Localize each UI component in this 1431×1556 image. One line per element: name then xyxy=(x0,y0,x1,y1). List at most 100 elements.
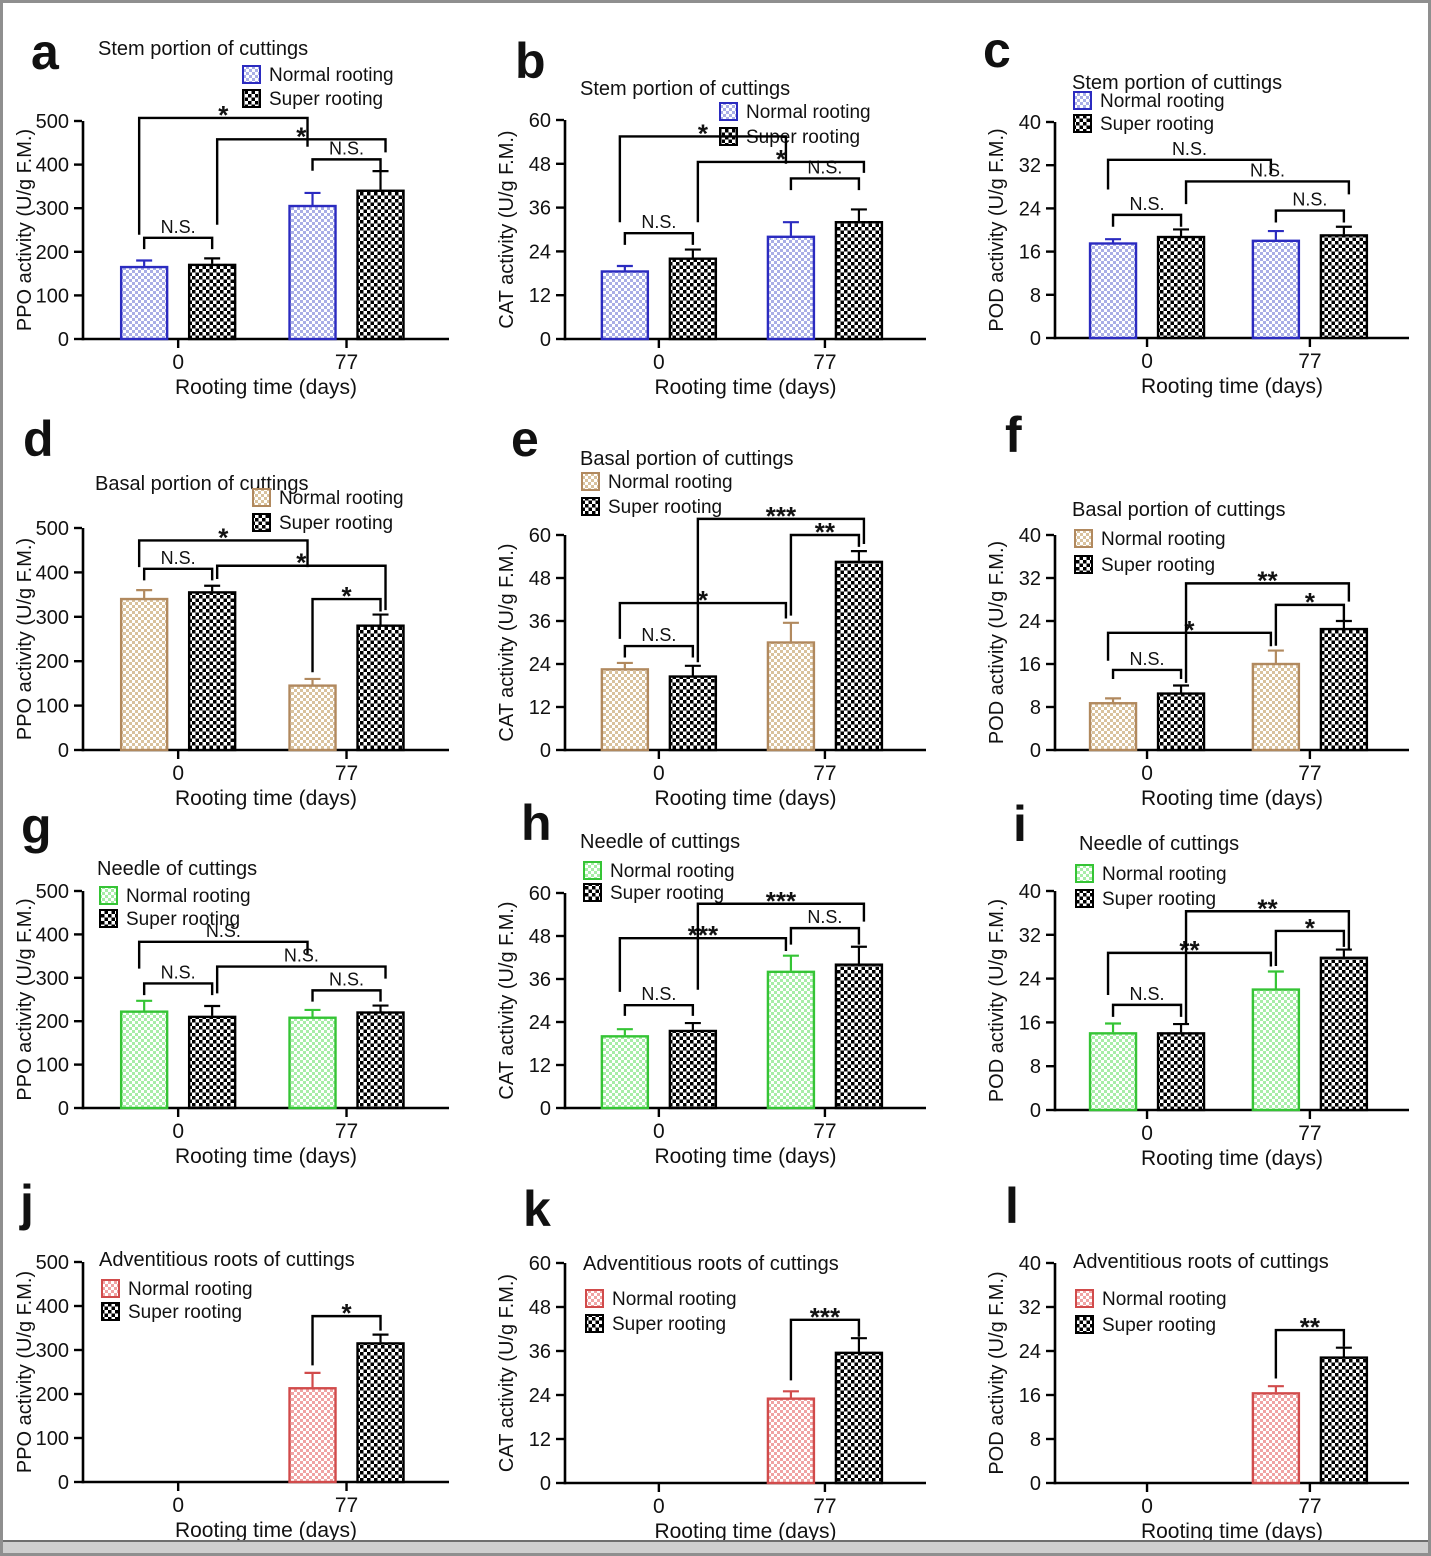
sig-label: ** xyxy=(1257,893,1278,923)
x-category-label: 77 xyxy=(813,351,836,374)
legend-swatch-super xyxy=(1073,114,1092,133)
panel-title: Stem portion of cuttings xyxy=(1072,72,1282,94)
panel-h: h Needle of cuttings Normal rooting Super r… xyxy=(480,781,957,1170)
panel-k: k Adventitious roots of cuttings Normal ro… xyxy=(480,1170,957,1553)
y-tick-label: 24 xyxy=(529,1385,551,1407)
sig-label: * xyxy=(1184,615,1195,645)
y-axis-title: PPO activity (U/g F.M.) xyxy=(14,1271,36,1473)
sig-label: N.S. xyxy=(284,946,319,966)
panel-a: a Stem portion of cuttings Normal rooting S… xyxy=(3,3,480,399)
sig-bracket xyxy=(1111,213,1183,227)
y-tick-label: 300 xyxy=(36,198,69,220)
y-tick-label: 8 xyxy=(1030,1429,1041,1451)
y-tick-label: 40 xyxy=(1019,1253,1041,1275)
panel-b: b Stem portion of cuttings Normal rooting S… xyxy=(480,3,957,399)
y-tick-label: 0 xyxy=(58,1098,69,1120)
sig-label: N.S. xyxy=(1250,160,1285,180)
panel-f: f Basal portion of cuttings Normal rooting… xyxy=(957,392,1428,810)
y-tick-label: 16 xyxy=(1019,654,1041,676)
sig-bracket xyxy=(1274,603,1346,646)
y-tick-label: 200 xyxy=(36,651,69,673)
y-axis-title: CAT activity (U/g F.M.) xyxy=(496,130,518,328)
y-tick-label: 48 xyxy=(529,926,551,948)
y-tick-label: 300 xyxy=(36,607,69,629)
y-tick-label: 200 xyxy=(36,1011,69,1033)
panel-title: Adventitious roots of cuttings xyxy=(99,1249,355,1271)
x-axis-title: Rooting time (days) xyxy=(175,1519,357,1542)
panel-letter: b xyxy=(515,33,546,89)
panel-title: Basal portion of cuttings xyxy=(95,473,308,495)
legend-label-normal: Normal rooting xyxy=(1102,1289,1227,1310)
x-category-label: 77 xyxy=(1298,1495,1321,1518)
y-axis-title: CAT activity (U/g F.M.) xyxy=(496,901,518,1099)
panel-svg-a: a Stem portion of cuttings Normal rooting S… xyxy=(14,24,449,399)
legend-swatch-super xyxy=(1074,555,1093,574)
x-axis-title: Rooting time (days) xyxy=(175,376,357,399)
sig-bracket xyxy=(623,644,695,658)
x-category-label: 77 xyxy=(335,1494,358,1517)
sig-label: N.S. xyxy=(1130,984,1165,1004)
y-tick-label: 0 xyxy=(58,740,69,762)
bar-normal-day77 xyxy=(766,641,816,752)
y-tick-label: 32 xyxy=(1019,155,1041,177)
sig-label: * xyxy=(698,118,709,148)
legend-label-super: Super rooting xyxy=(1101,555,1215,576)
y-tick-label: 0 xyxy=(1030,1473,1041,1495)
legend-swatch-super xyxy=(242,89,261,108)
x-category-label: 0 xyxy=(172,762,184,785)
sig-label: ** xyxy=(1300,1312,1321,1342)
sig-bracket xyxy=(618,601,788,639)
legend-swatch-super xyxy=(1075,889,1094,908)
sig-label: N.S. xyxy=(641,984,676,1004)
y-tick-label: 0 xyxy=(540,1098,551,1120)
sig-bracket xyxy=(1184,582,1351,683)
y-tick-label: 60 xyxy=(529,1253,551,1275)
x-category-label: 77 xyxy=(335,1120,358,1143)
legend-swatch-normal xyxy=(1073,91,1092,110)
y-tick-label: 300 xyxy=(36,1340,69,1362)
sig-label: * xyxy=(776,144,787,174)
legend-label-normal: Normal rooting xyxy=(279,488,404,509)
bar-normal-day77 xyxy=(1251,239,1301,340)
y-tick-label: 12 xyxy=(529,697,551,719)
bar-super-day77 xyxy=(1319,627,1369,752)
panel-letter: f xyxy=(1005,407,1022,463)
panel-letter: k xyxy=(523,1181,551,1237)
legend-label-super: Super rooting xyxy=(269,89,383,110)
sig-label: N.S. xyxy=(807,157,842,177)
bar-normal-day0 xyxy=(1088,242,1138,340)
y-tick-label: 0 xyxy=(1030,328,1041,350)
legend-label-super: Super rooting xyxy=(126,909,240,930)
legend-label-super: Super rooting xyxy=(279,513,393,534)
sig-bracket xyxy=(215,965,387,994)
y-tick-label: 200 xyxy=(36,242,69,264)
y-tick-label: 60 xyxy=(529,525,551,547)
x-axis-title: Rooting time (days) xyxy=(654,787,836,810)
bar-normal-day0 xyxy=(600,668,650,752)
y-tick-label: 400 xyxy=(36,1296,69,1318)
x-category-label: 0 xyxy=(653,1120,665,1143)
legend-swatch-normal xyxy=(581,472,600,491)
y-tick-label: 48 xyxy=(529,154,551,176)
y-tick-label: 500 xyxy=(36,1252,69,1274)
sig-label: N.S. xyxy=(641,625,676,645)
sig-bracket xyxy=(142,567,214,581)
bar-super-day77 xyxy=(356,189,405,341)
panel-svg-j: j Adventitious roots of cuttings Normal ro… xyxy=(14,1175,449,1542)
x-category-label: 77 xyxy=(813,1120,836,1143)
x-category-label: 0 xyxy=(653,1495,665,1518)
bar-super-day77 xyxy=(356,624,405,752)
bar-normal-day77 xyxy=(766,970,816,1110)
y-tick-label: 500 xyxy=(36,111,69,133)
y-tick-label: 36 xyxy=(529,969,551,991)
panel-title: Adventitious roots of cuttings xyxy=(583,1253,839,1275)
panel-c: c Stem portion of cuttings Normal rooting S… xyxy=(957,3,1428,398)
y-tick-label: 32 xyxy=(1019,1297,1041,1319)
bar-super-day0 xyxy=(668,1029,718,1110)
y-tick-label: 24 xyxy=(1019,1341,1041,1363)
bar-normal-day77 xyxy=(288,204,337,341)
panel-title: Stem portion of cuttings xyxy=(580,78,790,100)
bar-super-day0 xyxy=(187,591,237,752)
